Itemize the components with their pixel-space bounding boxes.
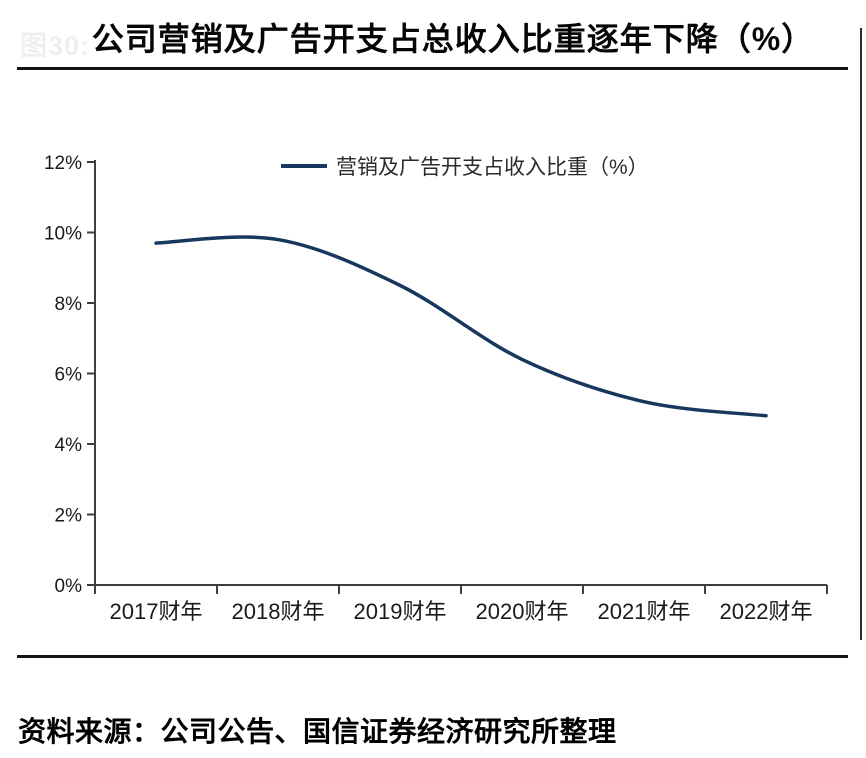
y-tick-label: 12% xyxy=(44,153,82,174)
x-tick-label: 2018财年 xyxy=(232,599,325,624)
figure-right-border xyxy=(860,28,862,640)
title-divider xyxy=(17,67,848,70)
x-tick-label: 2017财年 xyxy=(110,599,203,624)
x-tick-label: 2020财年 xyxy=(476,599,569,624)
y-tick-label: 0% xyxy=(55,576,83,597)
footer-divider xyxy=(17,655,848,658)
y-tick-label: 8% xyxy=(55,294,83,315)
legend-line-swatch xyxy=(281,164,327,168)
x-tick-label: 2021财年 xyxy=(598,599,691,624)
x-tick-label: 2019财年 xyxy=(354,599,447,624)
figure-number-ghost: 图30: xyxy=(20,31,91,61)
x-tick-label: 2022财年 xyxy=(720,599,813,624)
chart-legend: 营销及广告开支占收入比重（%） xyxy=(281,150,649,182)
y-tick-label: 4% xyxy=(55,435,83,456)
source-note: 资料来源：公司公告、国信证券经济研究所整理 xyxy=(18,716,617,747)
y-tick-label: 2% xyxy=(55,506,83,527)
y-tick-label: 6% xyxy=(55,365,83,386)
legend-series-label: 营销及广告开支占收入比重（%） xyxy=(336,156,649,179)
series-line xyxy=(154,235,768,418)
chart-title: 公司营销及广告开支占总收入比重逐年下降（%） xyxy=(91,21,815,57)
y-tick-label: 10% xyxy=(44,224,82,245)
